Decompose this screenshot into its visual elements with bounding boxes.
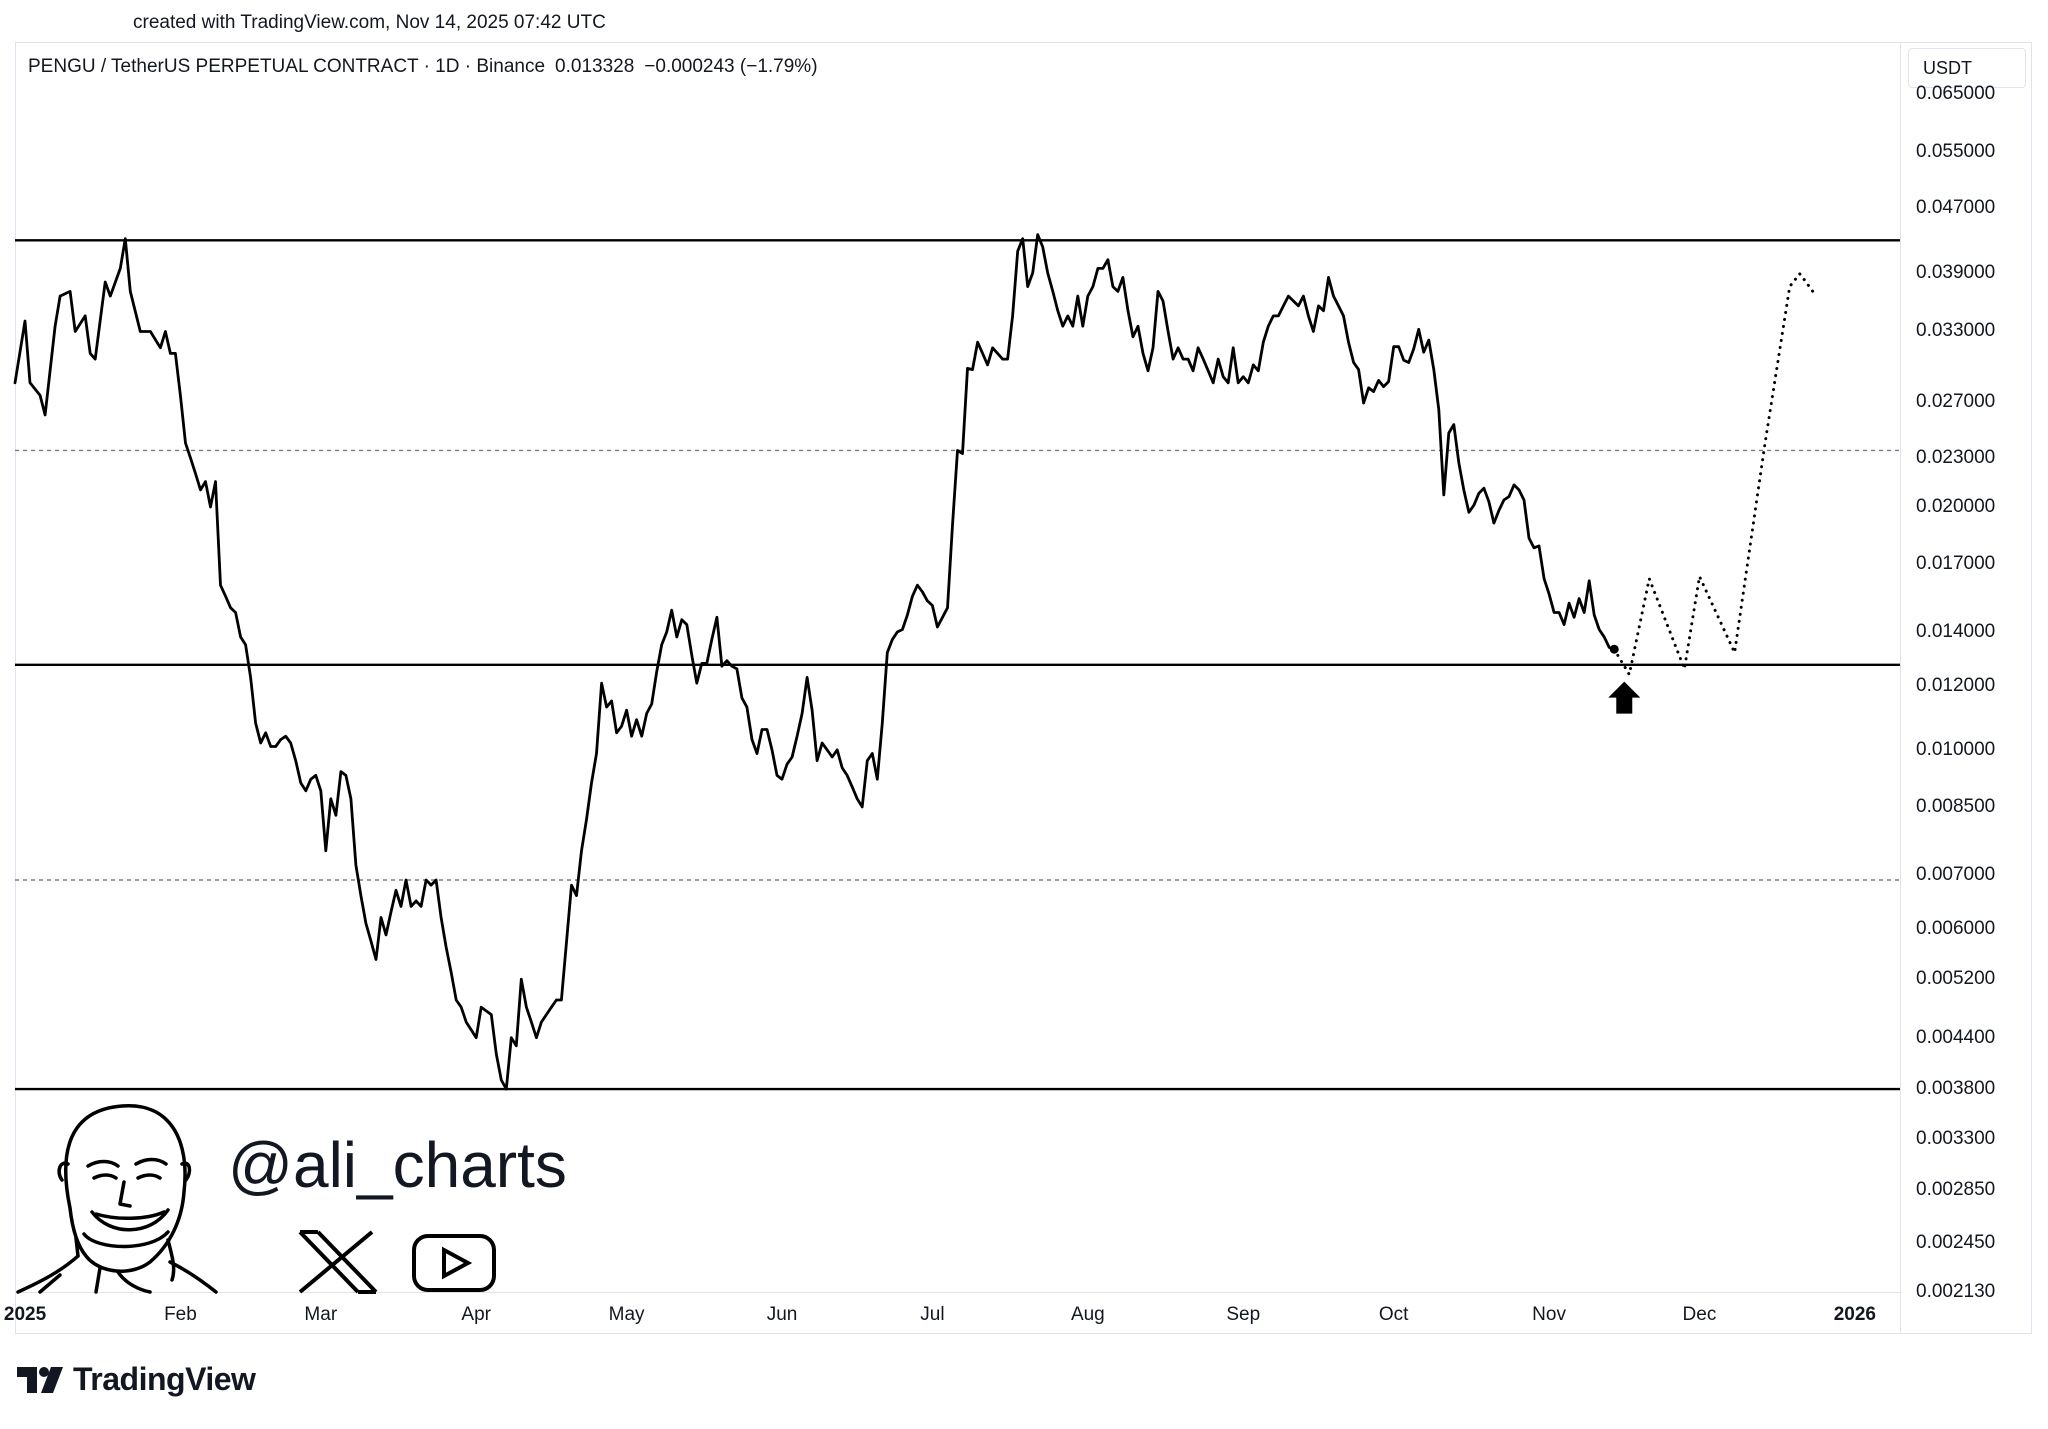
time-axis-label: 2025	[3, 1304, 47, 1325]
up-arrow-icon	[1608, 681, 1641, 714]
last-price: 0.013328	[555, 56, 635, 77]
price-axis-label: 0.012000	[1916, 675, 1996, 697]
price-line[interactable]	[13, 233, 1616, 1091]
currency-selector[interactable]: USDT	[1908, 48, 2026, 88]
time-axis-label: Oct	[1378, 1304, 1409, 1325]
price-axis-label: 0.002850	[1916, 1178, 1996, 1200]
tradingview-logo-icon	[17, 1366, 63, 1393]
youtube-logo-icon[interactable]	[412, 1234, 496, 1292]
time-axis-label: 2026	[1833, 1304, 1877, 1325]
time-axis-label: Jun	[766, 1304, 798, 1325]
time-axis-label: Aug	[1070, 1304, 1105, 1325]
x-logo-icon[interactable]	[298, 1230, 378, 1294]
created-with-watermark: created with TradingView.com, Nov 14, 20…	[133, 12, 606, 33]
price-axis-label: 0.039000	[1916, 261, 1996, 283]
price-axis-label: 0.007000	[1916, 863, 1996, 885]
symbol-legend[interactable]: PENGU / TetherUS PERPETUAL CONTRACT · 1D…	[28, 56, 828, 78]
time-axis-label: May	[608, 1304, 645, 1325]
price-axis-label: 0.004400	[1916, 1026, 1996, 1048]
price-axis-label: 0.055000	[1916, 141, 1996, 163]
time-axis-label: Jul	[920, 1304, 945, 1325]
time-axis-label: Dec	[1682, 1304, 1717, 1325]
price-axis-label: 0.014000	[1916, 621, 1996, 642]
price-axis-label: 0.003800	[1916, 1078, 1996, 1100]
time-axis-separator	[15, 1292, 1900, 1293]
avatar-illustration	[16, 1104, 218, 1294]
price-axis-label: 0.003300	[1916, 1127, 1996, 1149]
price-axis-label: 0.005200	[1916, 968, 1996, 990]
time-axis-label: Sep	[1226, 1304, 1261, 1325]
tradingview-wordmark: TradingView	[73, 1361, 256, 1397]
price-axis-label: 0.006000	[1916, 917, 1996, 939]
price-change: −0.000243 (−1.79%)	[644, 56, 818, 77]
time-axis-label: Apr	[461, 1304, 492, 1325]
price-axis-label: 0.020000	[1916, 495, 1996, 517]
price-axis-label: 0.047000	[1916, 196, 1996, 218]
price-axis-label: 0.008500	[1916, 795, 1996, 817]
tradingview-logo[interactable]: TradingView	[17, 1361, 256, 1398]
price-axis-label: 0.065000	[1916, 82, 1996, 104]
price-axis-separator	[1900, 42, 1901, 1334]
price-axis-label: 0.033000	[1916, 320, 1996, 342]
price-axis-label: 0.010000	[1916, 738, 1996, 760]
price-axis-label: 0.002450	[1916, 1231, 1996, 1253]
author-handle: @ali_charts	[228, 1129, 567, 1201]
projection-line[interactable]	[1612, 272, 1817, 676]
price-axis-label: 0.002130	[1916, 1281, 1996, 1302]
time-axis-label: Mar	[304, 1304, 338, 1325]
time-axis-label: Feb	[164, 1304, 197, 1325]
chart-frame	[15, 42, 2032, 1334]
symbol-name[interactable]: PENGU / TetherUS PERPETUAL CONTRACT · 1D…	[28, 56, 546, 77]
price-axis-label: 0.017000	[1916, 552, 1996, 574]
price-axis-label: 0.027000	[1916, 390, 1996, 412]
time-axis-label: Nov	[1532, 1304, 1566, 1325]
last-price-dot	[1609, 644, 1619, 654]
price-axis-label: 0.023000	[1916, 446, 1996, 468]
